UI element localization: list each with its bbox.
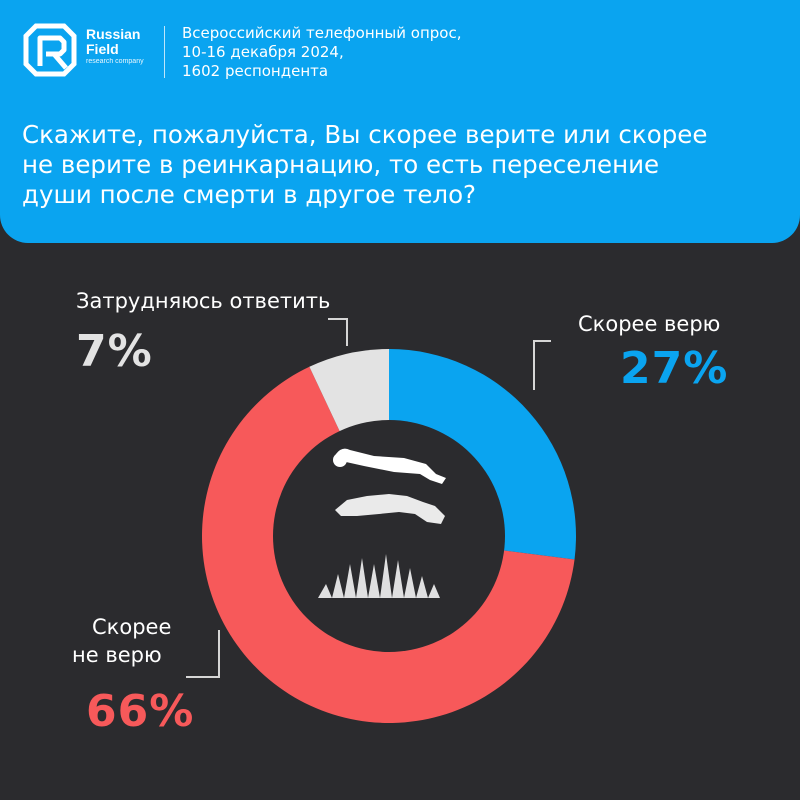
header-banner: Russian Field research company Всероссий… xyxy=(0,0,800,243)
header-divider xyxy=(164,26,165,78)
rf-logo-icon xyxy=(23,23,77,77)
question-title: Скажите, пожалуйста, Вы скорее верите ил… xyxy=(22,120,708,209)
survey-info-line1: Всероссийский телефонный опрос, xyxy=(182,24,462,42)
survey-info-line3: 1602 респондента xyxy=(182,62,329,80)
value-label-dont-know: 7% xyxy=(76,326,153,377)
label-dont-know: Затрудняюсь ответить xyxy=(76,289,331,313)
brand-tagline: research company xyxy=(86,58,144,65)
donut-hole xyxy=(273,420,505,652)
value-label-believe: 27% xyxy=(620,343,729,394)
survey-info-line2: 10-16 декабря 2024, xyxy=(182,43,344,61)
brand-name-line1: Russian xyxy=(86,26,141,42)
believe-leader-line xyxy=(533,340,551,390)
label-not-believe-line1: Скорее xyxy=(92,615,172,639)
survey-info: Всероссийский телефонный опрос, 10-16 де… xyxy=(182,24,462,81)
brand-name-line2: Field xyxy=(86,41,119,57)
dont-know-leader-line xyxy=(328,318,348,346)
brand-name: Russian Field research company xyxy=(86,27,144,67)
not-believe-leader-line xyxy=(186,630,220,678)
value-label-not-believe: 66% xyxy=(86,686,195,737)
label-not-believe-line2: не верю xyxy=(72,643,162,667)
label-believe: Скорее верю xyxy=(578,312,721,336)
reincarnation-silhouette-icon xyxy=(318,448,446,598)
